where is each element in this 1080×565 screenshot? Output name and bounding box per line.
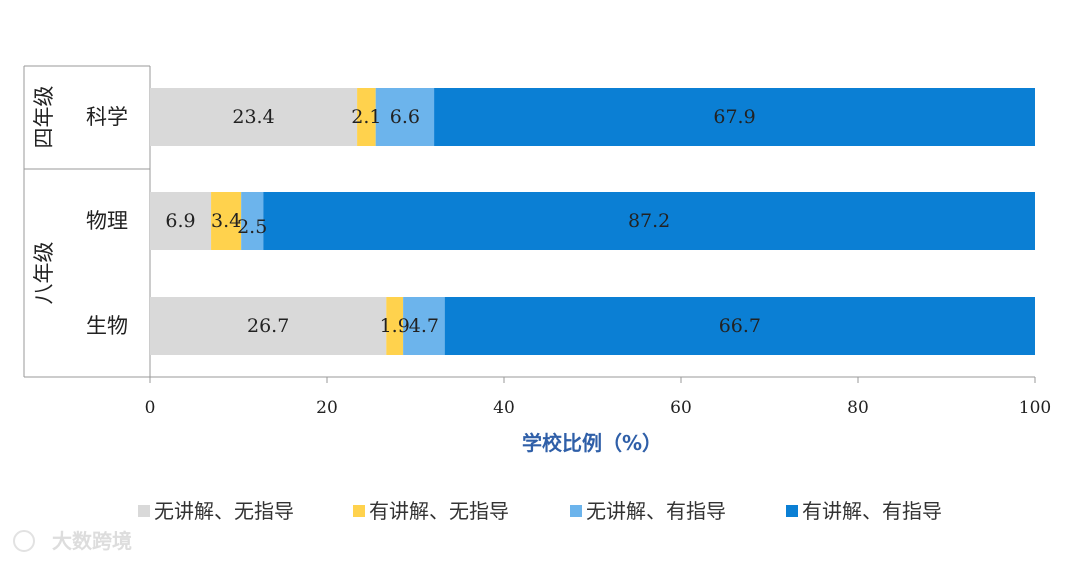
x-tick-label: 80 bbox=[847, 398, 869, 418]
bar-value-label: 4.7 bbox=[409, 315, 439, 337]
bar-value-label: 2.5 bbox=[237, 216, 267, 238]
bar-segment bbox=[403, 297, 445, 355]
bar-value-label: 87.2 bbox=[628, 210, 670, 232]
x-tick-label: 20 bbox=[316, 398, 338, 418]
bar-value-label: 23.4 bbox=[232, 106, 274, 128]
watermark-text: 大数跨境 bbox=[52, 529, 132, 553]
bar-segment bbox=[150, 88, 358, 146]
bar-segment bbox=[434, 88, 1036, 146]
bar-segment bbox=[150, 192, 212, 250]
bar-value-label: 1.9 bbox=[380, 315, 410, 337]
category-label: 科学 bbox=[86, 105, 128, 129]
bar-value-label: 2.1 bbox=[351, 106, 381, 128]
legend-label: 有讲解、无指导 bbox=[369, 499, 509, 523]
x-tick-label: 0 bbox=[145, 398, 156, 418]
legend-swatch bbox=[786, 505, 798, 517]
x-tick-label: 40 bbox=[493, 398, 515, 418]
bar-value-label: 67.9 bbox=[713, 106, 755, 128]
bar-segment bbox=[386, 297, 404, 355]
bar-segment bbox=[241, 192, 264, 250]
bar-value-label: 6.9 bbox=[165, 210, 195, 232]
bar-segment bbox=[444, 297, 1036, 355]
legend-swatch bbox=[570, 505, 582, 517]
x-tick-label: 100 bbox=[1019, 398, 1051, 418]
bar-segment bbox=[357, 88, 376, 146]
x-axis-title: 学校比例（%） bbox=[522, 431, 662, 455]
category-label: 物理 bbox=[86, 209, 128, 233]
category-label: 生物 bbox=[86, 314, 128, 338]
legend-swatch bbox=[353, 505, 365, 517]
bar-value-label: 26.7 bbox=[247, 315, 289, 337]
bar-segment bbox=[150, 297, 387, 355]
x-tick-label: 60 bbox=[670, 398, 692, 418]
group-label: 八年级 bbox=[32, 242, 56, 305]
legend-label: 有讲解、有指导 bbox=[802, 499, 942, 523]
bar-segment bbox=[375, 88, 435, 146]
bar-value-label: 6.6 bbox=[390, 106, 420, 128]
bar-value-label: 66.7 bbox=[719, 315, 761, 337]
watermark-logo-icon bbox=[13, 530, 35, 552]
group-label: 四年级 bbox=[32, 86, 56, 149]
bar-value-label: 3.4 bbox=[211, 210, 241, 232]
legend-label: 无讲解、无指导 bbox=[154, 499, 294, 523]
bar-segment bbox=[263, 192, 1035, 250]
legend-label: 无讲解、有指导 bbox=[586, 499, 726, 523]
legend-swatch bbox=[138, 505, 150, 517]
bar-segment bbox=[211, 192, 242, 250]
